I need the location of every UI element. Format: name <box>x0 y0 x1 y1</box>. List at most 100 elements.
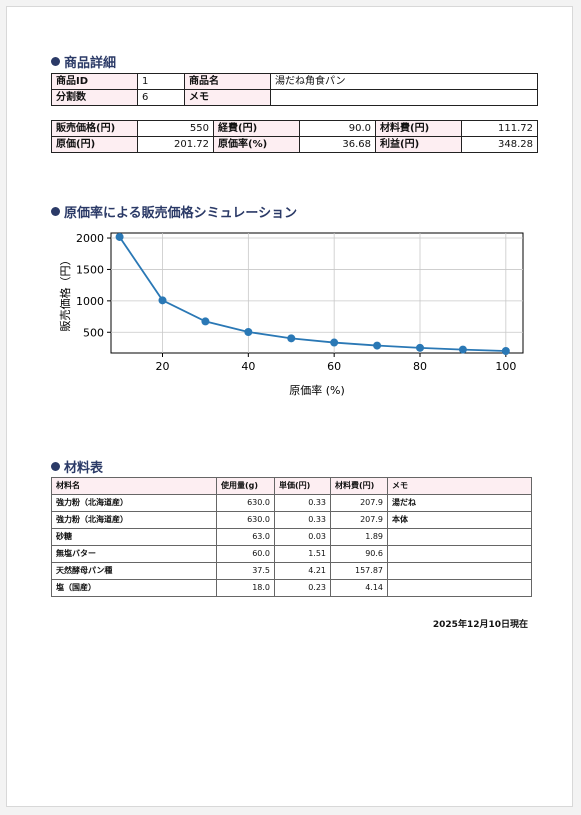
data-point <box>373 341 382 350</box>
material-name: 無塩バター <box>51 545 217 563</box>
material-cost: 4.14 <box>330 579 388 597</box>
material-unit-price: 1.51 <box>274 545 331 563</box>
material-memo: 本体 <box>387 511 532 529</box>
material-cost-label: 材料費(円) <box>375 120 462 137</box>
col-header-cost: 材料費(円) <box>330 477 388 495</box>
material-amount: 63.0 <box>216 528 275 546</box>
table-row: 天然酵母パン種 37.5 4.21 157.87 <box>51 562 532 580</box>
material-name: 天然酵母パン種 <box>51 562 217 580</box>
y-axis-label: 販売価格（円） <box>58 255 72 332</box>
sale-price-value: 550 <box>137 120 214 137</box>
x-tick-label: 100 <box>495 360 516 373</box>
product-section-title: 商品詳細 <box>51 52 116 71</box>
data-point <box>416 343 424 352</box>
material-cost: 1.89 <box>330 528 388 546</box>
table-row: 原価(円) 201.72 原価率(%) 36.68 利益(円) 348.28 <box>51 136 538 153</box>
as-of-date: 2025年12月10日現在 <box>432 620 528 630</box>
product-name-value: 湯だね角食パン <box>270 73 538 90</box>
material-memo <box>387 528 532 546</box>
series-line <box>118 236 506 352</box>
material-cost: 157.87 <box>330 562 388 580</box>
table-row: 販売価格(円) 550 経費(円) 90.0 材料費(円) 111.72 <box>51 120 538 137</box>
chart-section-title-text: 原価率による販売価格シミュレーション <box>64 206 298 221</box>
material-amount: 37.5 <box>216 562 275 580</box>
x-axis-label: 原価率 (%) <box>289 383 345 397</box>
bullet-icon <box>51 207 60 216</box>
material-amount: 18.0 <box>216 579 275 597</box>
series-points <box>115 232 510 356</box>
data-point <box>287 334 296 343</box>
material-name: 強力粉（北海道産） <box>51 511 217 529</box>
product-id-label: 商品ID <box>51 73 138 90</box>
material-cost: 90.6 <box>330 545 388 563</box>
table-row: 強力粉（北海道産） 630.0 0.33 207.9 湯だね <box>51 494 532 512</box>
col-header-unit-price: 単価(円) <box>274 477 331 495</box>
material-name: 塩（国産） <box>51 579 217 597</box>
product-table: 商品ID 1 商品名 湯だね角食パン 分割数 6 メモ <box>51 73 538 106</box>
sale-price-label: 販売価格(円) <box>51 120 138 137</box>
material-cost: 207.9 <box>330 494 388 512</box>
division-value: 6 <box>137 89 185 106</box>
y-tick-label: 500 <box>83 326 104 339</box>
product-id-value: 1 <box>137 73 185 90</box>
division-label: 分割数 <box>51 89 138 106</box>
product-name-label: 商品名 <box>184 73 271 90</box>
material-unit-price: 0.03 <box>274 528 331 546</box>
cost-label: 原価(円) <box>51 136 138 153</box>
materials-section-title: 材料表 <box>51 457 103 476</box>
x-tick-label: 40 <box>241 360 255 373</box>
data-point <box>330 338 339 347</box>
material-amount: 630.0 <box>216 494 275 512</box>
cost-table: 販売価格(円) 550 経費(円) 90.0 材料費(円) 111.72 原価(… <box>51 120 538 153</box>
product-section-title-text: 商品詳細 <box>64 56 117 71</box>
material-memo: 湯だね <box>387 494 532 512</box>
col-header-amount: 使用量(g) <box>216 477 275 495</box>
bullet-icon <box>51 57 60 66</box>
data-point <box>501 347 510 356</box>
table-row: 無塩バター 60.0 1.51 90.6 <box>51 545 532 563</box>
y-tick-label: 1000 <box>76 295 104 308</box>
material-name: 強力粉（北海道産） <box>51 494 217 512</box>
plot-area <box>110 232 524 354</box>
material-memo <box>387 545 532 563</box>
material-cost: 207.9 <box>330 511 388 529</box>
data-point <box>244 327 253 336</box>
data-point <box>115 232 124 241</box>
chart-section-title: 原価率による販売価格シミュレーション <box>51 202 297 221</box>
expense-label: 経費(円) <box>213 120 300 137</box>
x-axis-ticks: 20 40 60 80 100 <box>156 353 516 373</box>
memo-value <box>270 89 538 106</box>
profit-label: 利益(円) <box>375 136 462 153</box>
table-row: 強力粉（北海道産） 630.0 0.33 207.9 本体 <box>51 511 532 529</box>
table-row: 商品ID 1 商品名 湯だね角食パン <box>51 73 538 90</box>
expense-value: 90.0 <box>299 120 376 137</box>
col-header-memo: メモ <box>387 477 532 495</box>
y-axis-ticks: 500 1000 1500 2000 <box>76 232 111 339</box>
cost-rate-label: 原価率(%) <box>213 136 300 153</box>
price-simulation-chart: 500 1000 1500 2000 20 40 60 80 100 原価率 (%) 販売価格… <box>58 232 524 397</box>
material-amount: 60.0 <box>216 545 275 563</box>
x-tick-label: 80 <box>413 360 427 373</box>
data-point <box>458 345 467 354</box>
material-unit-price: 0.23 <box>274 579 331 597</box>
material-cost-value: 111.72 <box>461 120 538 137</box>
y-tick-label: 2000 <box>76 232 104 245</box>
table-row: 砂糖 63.0 0.03 1.89 <box>51 528 532 546</box>
material-unit-price: 4.21 <box>274 562 331 580</box>
profit-value: 348.28 <box>461 136 538 153</box>
x-tick-label: 20 <box>156 360 170 373</box>
y-tick-label: 1500 <box>76 263 104 276</box>
table-header-row: 材料名 使用量(g) 単価(円) 材料費(円) メモ <box>51 477 532 495</box>
materials-table: 材料名 使用量(g) 単価(円) 材料費(円) メモ 強力粉（北海道産） 630… <box>51 477 532 597</box>
table-row: 塩（国産） 18.0 0.23 4.14 <box>51 579 532 597</box>
cost-value: 201.72 <box>137 136 214 153</box>
chart-grid <box>111 233 523 353</box>
cost-rate-value: 36.68 <box>299 136 376 153</box>
material-unit-price: 0.33 <box>274 494 331 512</box>
material-name: 砂糖 <box>51 528 217 546</box>
material-memo <box>387 562 532 580</box>
materials-section-title-text: 材料表 <box>64 461 104 476</box>
material-amount: 630.0 <box>216 511 275 529</box>
bullet-icon <box>51 462 60 471</box>
table-row: 分割数 6 メモ <box>51 89 538 106</box>
